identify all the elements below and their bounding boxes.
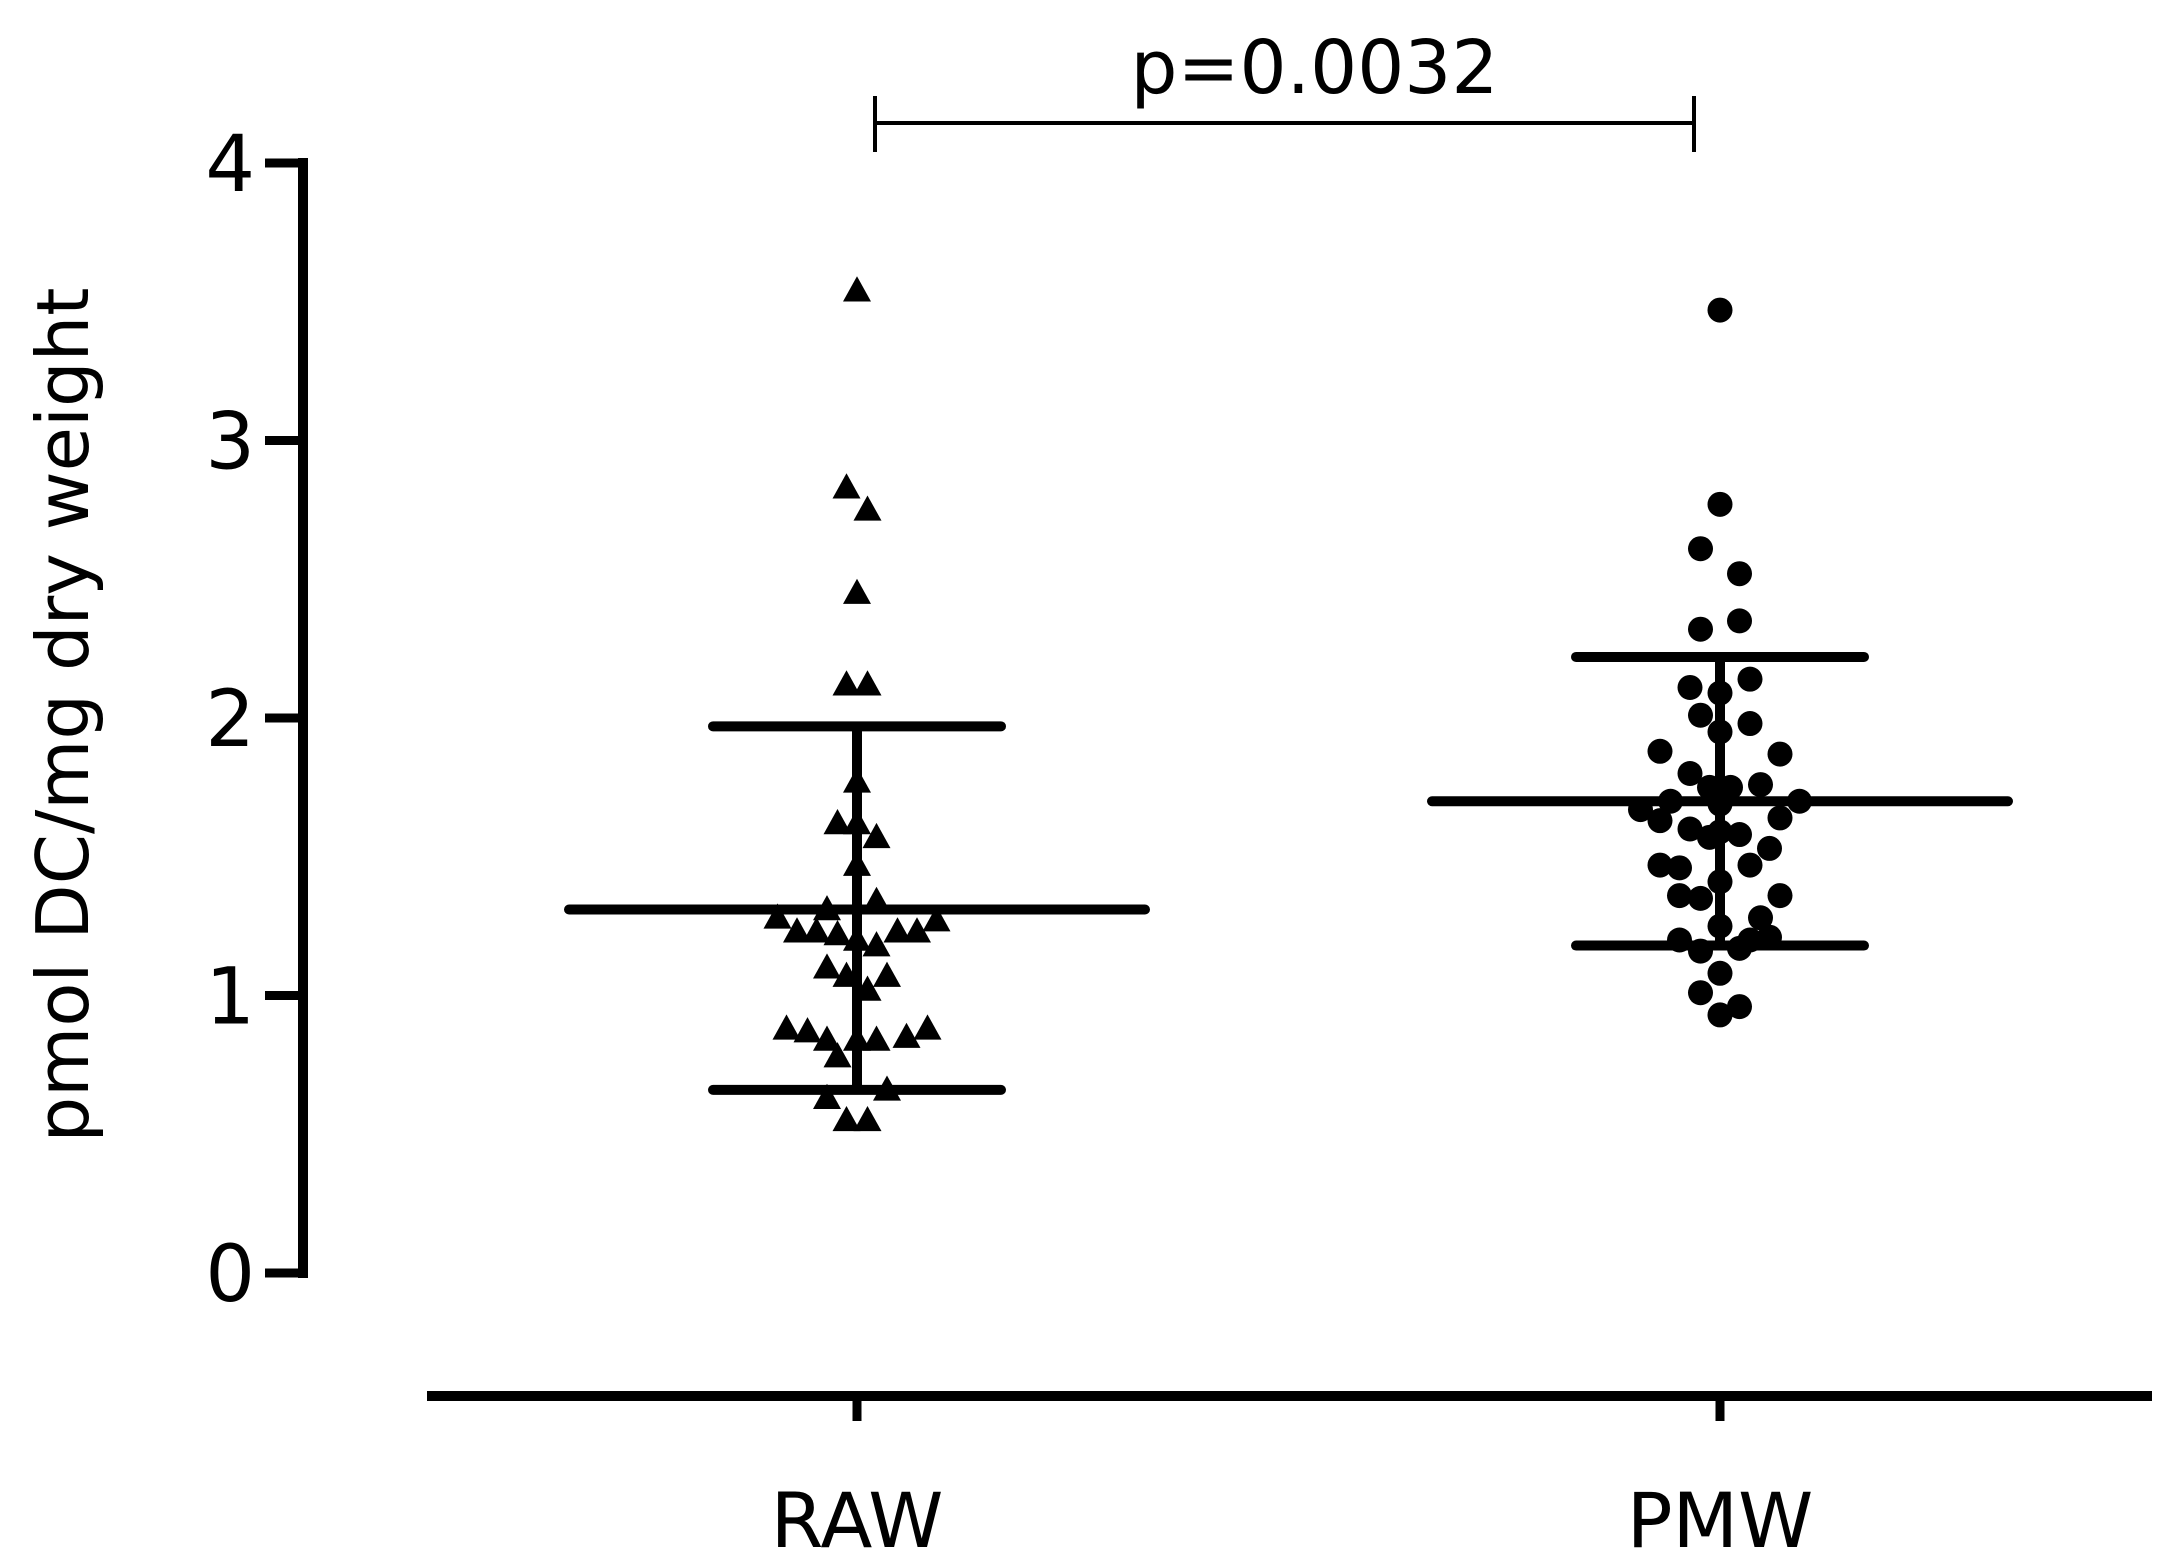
data-point-triangle <box>813 1083 841 1109</box>
data-point-circle <box>1727 822 1752 848</box>
data-point-circle <box>1737 852 1763 878</box>
y-tick-label: 2 <box>205 675 255 765</box>
data-point-triangle <box>763 903 792 929</box>
data-point-triangle <box>832 1105 861 1132</box>
data-point-triangle <box>843 276 871 302</box>
data-point-circle <box>1707 1002 1733 1028</box>
data-point-triangle <box>862 822 891 849</box>
data-point-circle <box>1667 883 1692 909</box>
y-axis: 0 1 2 3 4 <box>205 120 308 1320</box>
data-point-triangle <box>853 670 882 696</box>
data-point-circle <box>1748 772 1773 798</box>
data-point-circle <box>1737 666 1763 692</box>
data-point-triangle <box>873 961 901 987</box>
significance-annotation: p=0.0032 <box>873 25 1696 152</box>
data-point-triangle <box>813 953 841 979</box>
x-tick-label: PMW <box>1627 1476 1814 1554</box>
data-point-circle <box>1667 855 1692 881</box>
data-point-circle <box>1647 852 1673 878</box>
data-points <box>763 276 1812 1132</box>
mean-sd-bars <box>564 651 2013 1095</box>
data-point-triangle <box>913 1014 942 1040</box>
data-point-circle <box>1707 491 1733 517</box>
data-point-triangle <box>862 931 891 957</box>
data-point-triangle <box>922 906 951 932</box>
data-point-circle <box>1727 608 1752 634</box>
y-tick-label: 4 <box>205 120 255 210</box>
data-point-triangle <box>823 809 852 835</box>
data-point-circle <box>1767 805 1793 831</box>
data-point-circle <box>1688 980 1713 1006</box>
data-point-triangle <box>892 1022 921 1048</box>
data-point-circle <box>1727 561 1752 587</box>
data-point-circle <box>1677 816 1703 842</box>
data-point-circle <box>1707 960 1733 986</box>
x-axis: RAW PMW <box>427 1391 2152 1554</box>
data-point-triangle <box>772 1014 801 1040</box>
data-point-triangle <box>783 917 811 943</box>
data-point-triangle <box>832 473 861 499</box>
y-tick-label: 0 <box>205 1230 255 1320</box>
data-point-triangle <box>823 1042 852 1068</box>
data-point-triangle <box>853 1105 882 1132</box>
data-point-triangle <box>813 1025 841 1051</box>
data-point-triangle <box>832 670 861 696</box>
data-point-triangle <box>823 920 852 946</box>
data-point-triangle <box>853 495 882 521</box>
data-point-circle <box>1688 616 1713 642</box>
data-point-circle <box>1688 885 1713 911</box>
data-point-circle <box>1688 702 1713 728</box>
data-point-triangle <box>883 917 912 943</box>
data-point-circle <box>1748 905 1773 931</box>
data-point-circle <box>1688 536 1713 562</box>
data-point-circle <box>1757 835 1782 861</box>
data-point-circle <box>1727 994 1752 1020</box>
p-value-label: p=0.0032 <box>1131 25 1499 111</box>
data-point-triangle <box>862 1025 891 1051</box>
data-point-circle <box>1677 761 1703 786</box>
data-point-circle <box>1767 883 1793 909</box>
y-tick-label: 1 <box>205 953 255 1043</box>
data-point-circle <box>1677 674 1703 700</box>
data-point-circle <box>1647 738 1673 764</box>
data-point-triangle <box>802 917 831 943</box>
y-tick-label: 3 <box>205 398 255 488</box>
data-point-circle <box>1737 711 1763 737</box>
data-point-circle <box>1707 297 1733 323</box>
data-point-triangle <box>903 917 931 943</box>
data-point-circle <box>1767 741 1793 767</box>
data-point-triangle <box>793 1017 822 1043</box>
data-point-triangle <box>843 578 871 604</box>
data-point-circle <box>1647 808 1673 834</box>
y-axis-label: pmol DC/mg dry weight <box>21 287 105 1142</box>
x-tick-label: RAW <box>771 1476 944 1554</box>
